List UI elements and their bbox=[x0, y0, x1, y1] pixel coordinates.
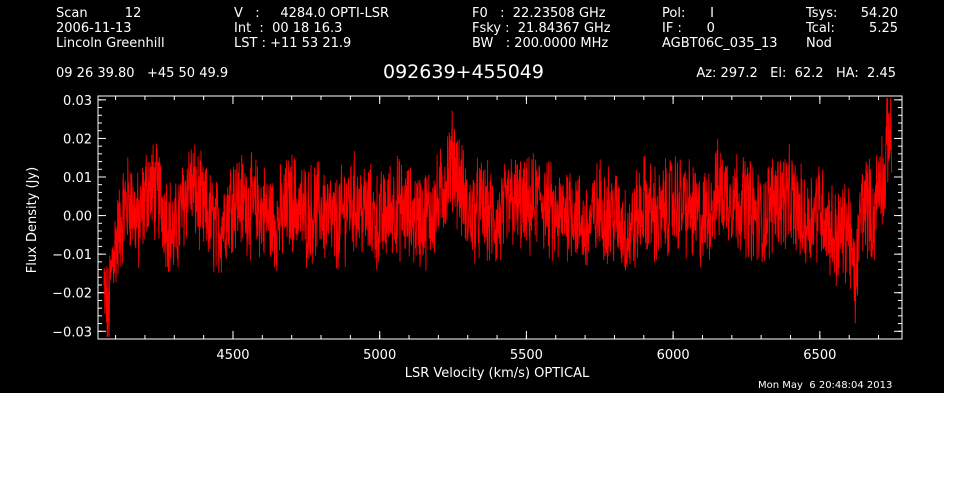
integration-time: Int : 00 18 16.3 bbox=[234, 21, 343, 36]
y-axis-label: Flux Density (Jy) bbox=[25, 167, 40, 273]
tcal-label: Tcal: bbox=[806, 21, 835, 36]
source-coordinates: 09 26 39.80 +45 50 49.9 bbox=[56, 66, 229, 81]
tsys-value: 54.20 bbox=[860, 6, 898, 21]
x-axis-label: LSR Velocity (km/s) OPTICAL bbox=[405, 366, 590, 381]
spectrum-trace bbox=[103, 97, 893, 338]
lst-info: LST : +11 53 21.9 bbox=[234, 36, 352, 51]
if-number: IF : 0 bbox=[662, 21, 715, 36]
observation-date: 2006-11-13 bbox=[56, 21, 132, 36]
plot-axes: −0.03 −0.02 −0.01 0.00 0.01 0.02 0.03 4500 5000 5… bbox=[52, 94, 902, 363]
y-tick-label: −0.02 bbox=[52, 287, 92, 302]
plot-frame bbox=[97, 95, 903, 340]
polarization: Pol: I bbox=[662, 6, 714, 21]
y-tick-label: −0.03 bbox=[52, 325, 92, 340]
x-tick-label: 6000 bbox=[657, 348, 690, 363]
tcal-value: 5.25 bbox=[869, 21, 898, 36]
y-tick-label: 0.01 bbox=[63, 171, 92, 186]
y-tick-label: 0.03 bbox=[63, 94, 92, 109]
az-el-ha: Az: 297.2 El: 62.2 HA: 2.45 bbox=[696, 66, 896, 81]
bandwidth: BW : 200.0000 MHz bbox=[472, 36, 609, 51]
sky-frequency: Fsky : 21.84367 GHz bbox=[472, 21, 611, 36]
x-tick-label: 5000 bbox=[363, 348, 396, 363]
x-tick-label: 5500 bbox=[510, 348, 543, 363]
x-tick-label: 4500 bbox=[216, 348, 249, 363]
observer-name: Lincoln Greenhill bbox=[56, 36, 165, 51]
scan-number: Scan 12 bbox=[56, 6, 142, 21]
x-tick-label: 6500 bbox=[803, 348, 836, 363]
rest-frequency: F0 : 22.23508 GHz bbox=[472, 6, 606, 21]
velocity-info: V : 4284.0 OPTI-LSR bbox=[234, 6, 390, 21]
switching-mode: Nod bbox=[806, 36, 832, 51]
y-tick-label: 0.00 bbox=[63, 210, 92, 225]
y-tick-label: −0.01 bbox=[52, 248, 92, 263]
plot-timestamp: Mon May 6 20:48:04 2013 bbox=[758, 380, 893, 391]
spectrum-plot: −0.03 −0.02 −0.01 0.00 0.01 0.02 0.03 4500 5000 5… bbox=[25, 94, 903, 381]
tsys-label: Tsys: bbox=[806, 6, 838, 21]
y-tick-label: 0.02 bbox=[63, 132, 92, 147]
project-id: AGBT06C_035_13 bbox=[662, 36, 778, 51]
spectrum-trace-group bbox=[103, 97, 893, 338]
source-name: 092639+455049 bbox=[383, 61, 544, 83]
